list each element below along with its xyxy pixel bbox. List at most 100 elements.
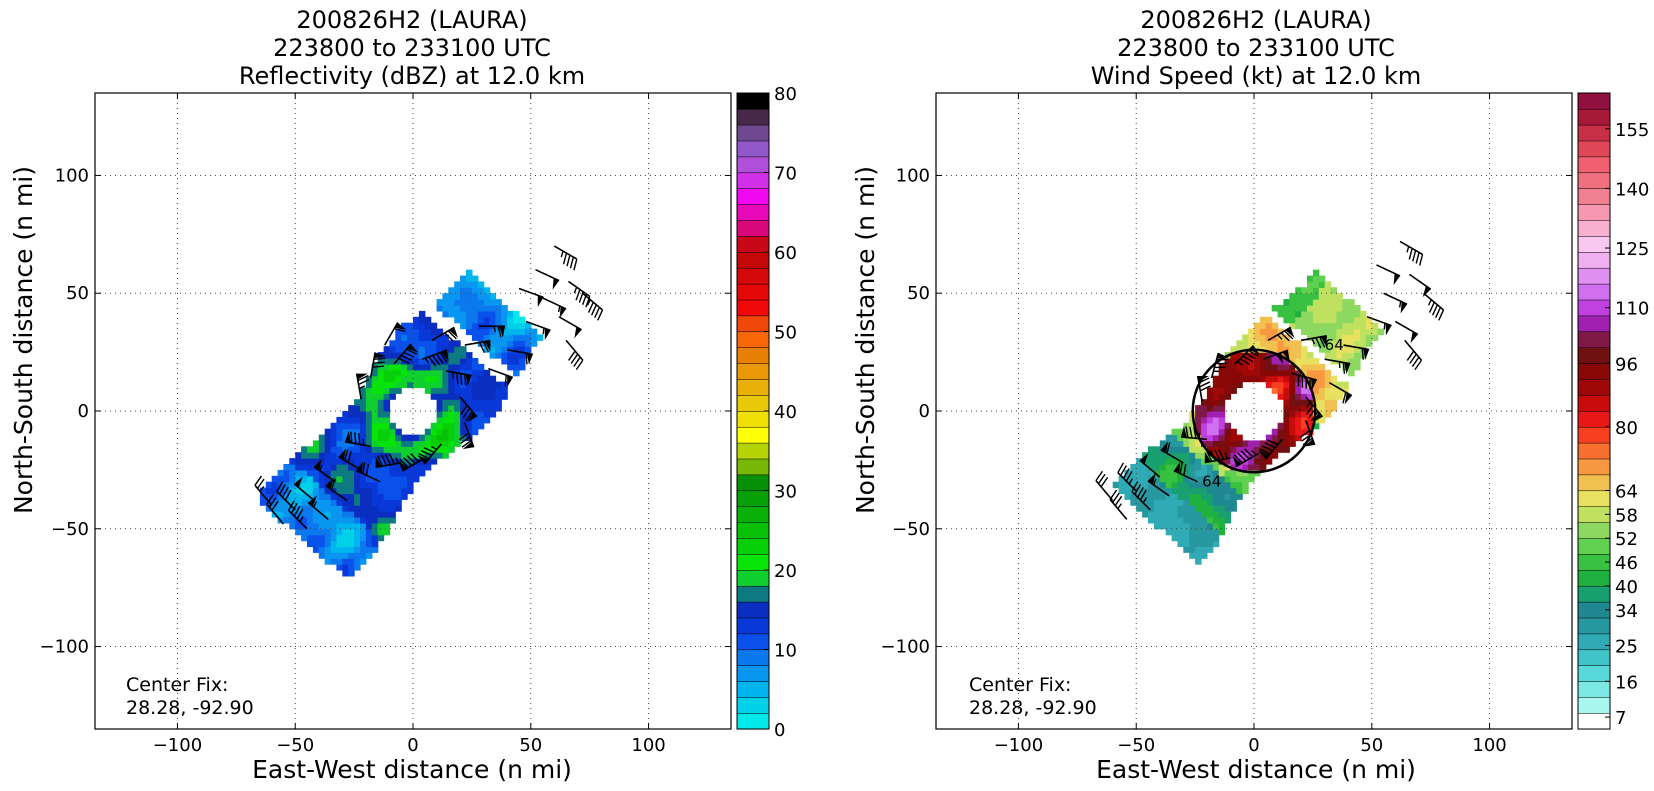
field-cell [425,364,432,371]
field-cell [1336,293,1343,300]
field-cell [1313,276,1320,283]
field-cell [448,311,455,318]
field-cell [1189,488,1196,495]
field-cell [342,535,349,542]
field-cell [501,311,508,318]
field-cell [466,323,473,330]
field-cell [1295,399,1302,406]
field-cell [1307,293,1314,300]
field-cell [1225,423,1232,430]
field-cell [472,364,479,371]
field-cell [331,535,338,542]
field-cell [1189,458,1196,465]
field-cell [401,493,408,500]
field-cell [336,429,343,436]
field-cell [413,435,420,442]
field-cell [395,488,402,495]
field-cell [366,435,373,442]
field-cell [372,546,379,553]
field-cell [1331,311,1338,318]
field-cell [472,299,479,306]
field-cell [1119,488,1126,495]
field-cell [419,334,426,341]
field-cell [1289,440,1296,447]
field-cell [319,541,326,548]
field-cell [283,470,290,477]
field-cell [478,364,485,371]
field-cell [1342,323,1349,330]
field-cell [1195,529,1202,536]
field-cell [495,311,502,318]
field-cell [331,493,338,500]
field-cell [1207,517,1214,524]
field-cell [331,517,338,524]
field-cell [1225,493,1232,500]
field-cell [437,399,444,406]
field-cell [342,564,349,571]
field-cell [1301,317,1308,324]
field-cell [1354,305,1361,312]
field-cell [431,429,438,436]
field-cell [1166,529,1173,536]
colorbar-tick-label: 50 [774,323,797,344]
field-cell [437,364,444,371]
field-cell [342,552,349,559]
field-cell [1295,346,1302,353]
field-cell [389,370,396,377]
field-cell [448,405,455,412]
field-cell [1219,499,1226,506]
field-cell [1130,499,1137,506]
field-cell [437,382,444,389]
colorbar-segment [737,316,769,332]
field-cell [1183,499,1190,506]
field-cell [1183,546,1190,553]
field-cell [319,488,326,495]
field-cell [442,417,449,424]
field-cell [1283,340,1290,347]
field-cell [1207,505,1214,512]
field-cell [1319,293,1326,300]
field-cell [1366,329,1373,336]
field-cell [1207,411,1214,418]
field-cell [431,329,438,336]
field-cell [413,358,420,365]
field-cell [1295,387,1302,394]
field-cell [1248,329,1255,336]
field-cell [1331,323,1338,330]
field-cell [1236,435,1243,442]
field-cell [1219,399,1226,406]
field-cell [1230,446,1237,453]
field-cell [1342,329,1349,336]
field-cell [507,358,514,365]
field-cell [1325,299,1332,306]
colorbar-segment [737,443,769,459]
field-cell [1260,364,1267,371]
field-cell [1219,505,1226,512]
field-cell [1319,305,1326,312]
field-cell [1213,529,1220,536]
field-cell [1307,317,1314,324]
colorbar-tick-label: 46 [1615,553,1638,574]
field-cell [1307,370,1314,377]
field-cell [348,558,355,565]
field-cell [1183,535,1190,542]
field-cell [495,346,502,353]
field-cell [448,387,455,394]
field-cell [1348,311,1355,318]
field-cell [425,323,432,330]
field-cell [478,393,485,400]
colorbar-tick-label: 30 [774,482,797,503]
field-cell [460,317,467,324]
field-cell [372,376,379,383]
field-cell [319,552,326,559]
field-cell [1272,364,1279,371]
field-cell [1260,334,1267,341]
field-cell [389,364,396,371]
field-cell [336,523,343,530]
colorbar-segment [737,300,769,316]
field-cell [425,317,432,324]
field-cell [1272,305,1279,312]
colorbar-segment [1578,236,1610,252]
field-cell [260,499,267,506]
field-cell [460,311,467,318]
